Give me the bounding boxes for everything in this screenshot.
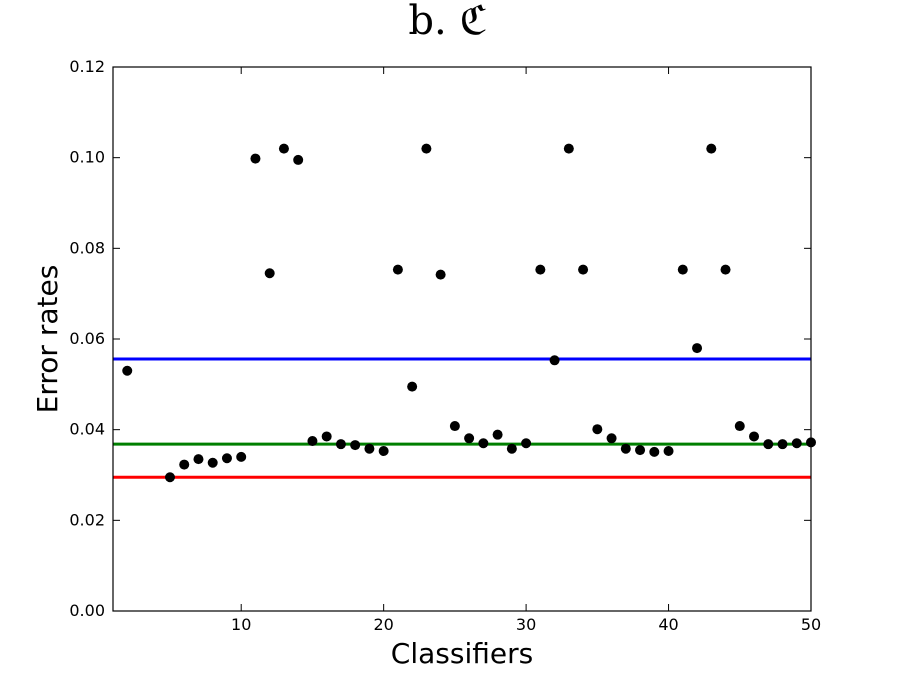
data-point bbox=[649, 446, 660, 457]
data-points bbox=[122, 143, 816, 483]
y-axis: 0.00 0.02 0.04 0.06 0.08 0.10 0.12 bbox=[69, 57, 811, 620]
data-point bbox=[236, 451, 247, 462]
chart-title: b. ℭ bbox=[408, 0, 487, 44]
x-axis: 10 20 30 40 50 bbox=[231, 67, 821, 634]
data-point bbox=[321, 431, 332, 442]
data-point bbox=[164, 472, 175, 483]
data-point bbox=[592, 424, 603, 435]
data-point bbox=[749, 431, 760, 442]
y-axis-label: Error rates bbox=[31, 265, 64, 414]
data-point bbox=[734, 421, 745, 432]
data-point bbox=[692, 343, 703, 354]
y-tick-label: 0.02 bbox=[69, 510, 105, 529]
data-point bbox=[535, 264, 546, 275]
y-tick-label: 0.10 bbox=[69, 148, 105, 167]
data-point bbox=[435, 269, 446, 280]
data-point bbox=[635, 445, 646, 456]
data-point bbox=[563, 143, 574, 154]
data-point bbox=[335, 439, 346, 450]
data-point bbox=[763, 439, 774, 450]
y-tick-label: 0.06 bbox=[69, 329, 105, 348]
data-point bbox=[378, 445, 389, 456]
data-point bbox=[777, 439, 788, 450]
data-point bbox=[464, 433, 475, 444]
y-tick-label: 0.04 bbox=[69, 420, 105, 439]
data-point bbox=[677, 264, 688, 275]
x-tick-label: 40 bbox=[658, 615, 678, 634]
data-point bbox=[449, 421, 460, 432]
data-point bbox=[364, 443, 375, 454]
data-point bbox=[278, 143, 289, 154]
data-point bbox=[350, 440, 361, 451]
data-point bbox=[706, 143, 717, 154]
data-point bbox=[606, 433, 617, 444]
data-point bbox=[264, 268, 275, 279]
data-point bbox=[492, 429, 503, 440]
data-point bbox=[421, 143, 432, 154]
data-point bbox=[307, 436, 318, 446]
data-point bbox=[193, 454, 204, 465]
data-point bbox=[549, 355, 560, 366]
data-point bbox=[122, 365, 133, 376]
data-point bbox=[250, 153, 261, 164]
data-point bbox=[506, 443, 517, 454]
data-point bbox=[620, 443, 631, 454]
y-tick-label: 0.08 bbox=[69, 238, 105, 257]
x-tick-label: 10 bbox=[231, 615, 251, 634]
data-point bbox=[791, 438, 802, 449]
data-point bbox=[407, 381, 418, 392]
data-point bbox=[207, 457, 218, 468]
data-point bbox=[179, 459, 190, 470]
data-point bbox=[663, 445, 674, 456]
data-point bbox=[578, 264, 589, 275]
data-point bbox=[293, 154, 304, 165]
x-tick-label: 50 bbox=[801, 615, 821, 634]
reference-lines bbox=[113, 357, 811, 479]
x-tick-label: 20 bbox=[373, 615, 393, 634]
x-axis-label: Classifiers bbox=[391, 637, 533, 670]
data-point bbox=[720, 264, 731, 275]
data-point bbox=[521, 438, 532, 449]
x-tick-label: 30 bbox=[516, 615, 536, 634]
data-point bbox=[478, 438, 489, 449]
y-tick-label: 0.12 bbox=[69, 57, 105, 76]
y-tick-label: 0.00 bbox=[69, 601, 105, 620]
data-point bbox=[221, 453, 232, 464]
data-point bbox=[392, 264, 403, 275]
